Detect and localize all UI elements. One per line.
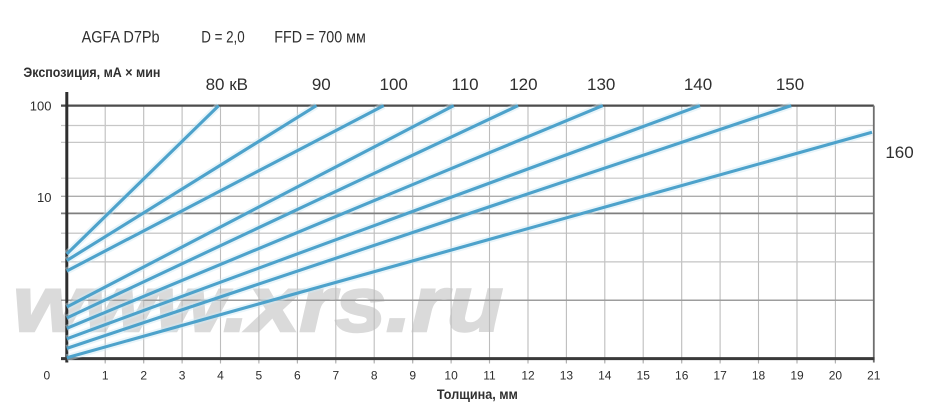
- svg-text:AGFA D7Pb: AGFA D7Pb: [82, 28, 160, 47]
- svg-text:6: 6: [294, 369, 301, 383]
- svg-text:20: 20: [829, 369, 843, 383]
- svg-text:80 кВ: 80 кВ: [206, 75, 248, 94]
- svg-text:130: 130: [587, 75, 615, 94]
- svg-text:150: 150: [776, 75, 804, 94]
- svg-text:D = 2,0: D = 2,0: [201, 28, 245, 47]
- svg-text:4: 4: [217, 369, 224, 383]
- svg-text:100: 100: [380, 75, 408, 94]
- svg-text:12: 12: [521, 369, 535, 383]
- svg-text:16: 16: [675, 369, 689, 383]
- svg-text:110: 110: [452, 75, 479, 94]
- svg-text:5: 5: [256, 369, 263, 383]
- svg-text:9: 9: [409, 369, 416, 383]
- svg-text:7: 7: [332, 369, 339, 383]
- svg-text:160: 160: [885, 143, 913, 162]
- svg-text:Экспозиция, мА × мин: Экспозиция, мА × мин: [23, 65, 160, 81]
- svg-text:0: 0: [43, 369, 50, 383]
- svg-text:140: 140: [684, 75, 712, 94]
- svg-text:13: 13: [560, 369, 574, 383]
- svg-text:1: 1: [102, 369, 109, 383]
- svg-text:14: 14: [598, 369, 612, 383]
- svg-text:19: 19: [790, 369, 804, 383]
- svg-text:17: 17: [713, 369, 727, 383]
- svg-text:10: 10: [444, 369, 458, 383]
- svg-text:2: 2: [140, 369, 147, 383]
- svg-text:120: 120: [509, 75, 537, 94]
- svg-text:11: 11: [483, 369, 496, 383]
- svg-text:18: 18: [752, 369, 766, 383]
- svg-text:15: 15: [637, 369, 651, 383]
- svg-text:FFD = 700 мм: FFD = 700 мм: [274, 28, 366, 47]
- svg-text:100: 100: [30, 98, 52, 113]
- svg-text:Толщина, мм: Толщина, мм: [437, 387, 518, 403]
- svg-text:21: 21: [867, 369, 881, 383]
- svg-text:90: 90: [312, 75, 331, 94]
- svg-text:10: 10: [37, 190, 51, 205]
- svg-text:8: 8: [371, 369, 378, 383]
- svg-text:3: 3: [179, 369, 186, 383]
